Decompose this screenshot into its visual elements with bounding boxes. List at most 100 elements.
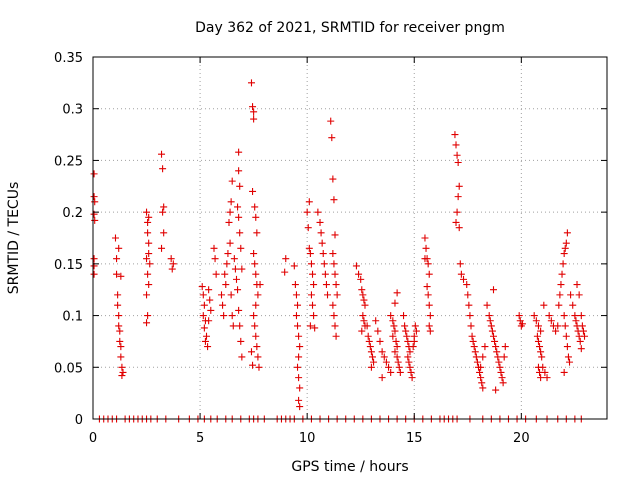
- data-point-srmtid: [491, 337, 499, 345]
- data-point-srmtid: [364, 332, 372, 340]
- data-point-srmtid: [295, 374, 303, 382]
- data-point-srmtid: [236, 322, 244, 330]
- data-point-srmtid: [561, 322, 569, 330]
- data-point-srmtid: [145, 213, 153, 221]
- data-point-srmtid: [305, 198, 313, 206]
- data-point-srmtid: [473, 358, 481, 366]
- data-point-srmtid: [250, 312, 258, 320]
- data-point-srmtid: [406, 363, 414, 371]
- data-point-srmtid: [378, 374, 386, 382]
- data-point-srmtid: [360, 296, 368, 304]
- data-point-srmtid: [250, 108, 258, 116]
- data-point-srmtid: [563, 229, 571, 237]
- data-point-srmtid: [400, 312, 408, 320]
- data-point-srmtid: [294, 301, 302, 309]
- data-point-srmtid: [234, 286, 242, 294]
- data-point-srmtid: [370, 358, 378, 366]
- data-point-srmtid: [556, 291, 564, 299]
- data-point-srmtid: [359, 291, 367, 299]
- data-point-srmtid: [314, 208, 322, 216]
- data-point-srmtid: [411, 322, 419, 330]
- data-point-srmtid: [116, 337, 124, 345]
- data-point-srmtid: [500, 353, 508, 361]
- plot-frame: [92, 56, 608, 420]
- data-point-srmtid: [533, 332, 541, 340]
- data-point-srmtid: [249, 361, 257, 369]
- data-point-srmtid: [114, 291, 122, 299]
- data-point-srmtid: [540, 301, 548, 309]
- data-point-srmtid: [404, 353, 412, 361]
- data-point-srmtid: [464, 291, 472, 299]
- data-point-srmtid: [113, 270, 121, 278]
- data-point-srmtid: [232, 275, 240, 283]
- data-point-srmtid: [366, 343, 374, 351]
- data-point-srmtid: [425, 270, 433, 278]
- data-point-srmtid: [306, 250, 314, 258]
- data-point-srmtid: [117, 353, 125, 361]
- data-point-srmtid: [198, 283, 206, 291]
- data-point-srmtid: [425, 301, 433, 309]
- data-point-srmtid: [332, 281, 340, 289]
- data-point-srmtid: [310, 281, 318, 289]
- data-point-srmtid: [460, 275, 468, 283]
- data-point-srmtid: [469, 337, 477, 345]
- data-point-srmtid: [454, 193, 462, 201]
- data-point-srmtid: [363, 322, 371, 330]
- data-point-srmtid: [307, 260, 315, 268]
- data-point-srmtid: [90, 255, 98, 263]
- data-point-srmtid: [227, 291, 235, 299]
- data-point-srmtid: [253, 229, 261, 237]
- data-point-srmtid: [401, 322, 409, 330]
- data-point-srmtid: [333, 291, 341, 299]
- data-point-srmtid: [307, 291, 315, 299]
- data-point-srmtid: [200, 324, 208, 332]
- data-point-srmtid: [452, 141, 460, 149]
- data-point-srmtid: [402, 327, 410, 335]
- data-point-srmtid: [219, 301, 227, 309]
- data-point-srmtid: [91, 198, 99, 206]
- data-point-srmtid: [296, 384, 304, 392]
- data-point-srmtid: [90, 193, 98, 201]
- data-point-srmtid: [119, 368, 127, 376]
- data-point-srmtid: [368, 353, 376, 361]
- data-point-srmtid: [424, 260, 432, 268]
- data-point-srmtid: [113, 255, 121, 263]
- data-point-srmtid: [539, 363, 547, 371]
- data-point-srmtid: [250, 115, 258, 123]
- data-point-srmtid: [365, 337, 373, 345]
- data-point-srmtid: [305, 244, 313, 252]
- data-point-srmtid: [235, 148, 243, 156]
- data-point-srmtid: [117, 272, 125, 280]
- data-point-srmtid: [238, 265, 246, 273]
- data-point-srmtid: [454, 158, 462, 166]
- data-point-srmtid: [316, 218, 324, 226]
- data-point-srmtid: [492, 386, 500, 394]
- data-point-srmtid: [426, 327, 434, 335]
- data-point-srmtid: [226, 208, 234, 216]
- data-point-srmtid: [481, 343, 489, 351]
- data-point-srmtid: [330, 260, 338, 268]
- data-point-srmtid: [393, 353, 401, 361]
- data-point-srmtid: [295, 396, 303, 404]
- data-point-srmtid: [160, 229, 168, 237]
- data-point-srmtid: [320, 260, 328, 268]
- data-point-srmtid: [329, 250, 337, 258]
- data-point-srmtid: [372, 317, 380, 325]
- data-point-srmtid: [478, 379, 486, 387]
- data-point-srmtid: [249, 103, 257, 111]
- data-point-srmtid: [389, 332, 397, 340]
- data-point-srmtid: [358, 327, 366, 335]
- data-point-srmtid: [144, 312, 152, 320]
- data-point-srmtid: [472, 353, 480, 361]
- data-point-srmtid: [207, 306, 215, 314]
- data-point-srmtid: [90, 170, 98, 178]
- data-point-srmtid: [118, 363, 126, 371]
- data-point-srmtid: [228, 312, 236, 320]
- data-point-srmtid: [498, 374, 506, 382]
- y-tick-label: 0.15: [54, 258, 83, 273]
- data-point-srmtid: [560, 368, 568, 376]
- data-point-srmtid: [453, 151, 461, 159]
- data-point-srmtid: [327, 117, 335, 125]
- data-point-srmtid: [236, 182, 244, 190]
- data-point-srmtid: [493, 348, 501, 356]
